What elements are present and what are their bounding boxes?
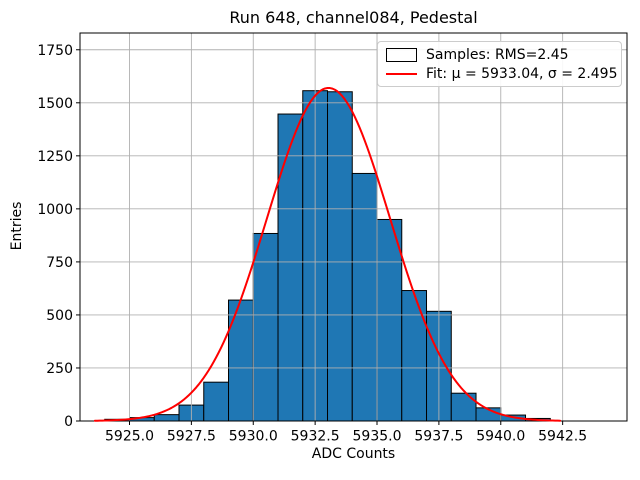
fit-line-swatch	[386, 72, 417, 75]
legend-label-samples: Samples: RMS=2.45	[426, 46, 569, 63]
x-tick-label: 5925.0	[105, 429, 154, 445]
x-tick-label: 5942.5	[538, 429, 587, 445]
x-tick-label: 5930.0	[229, 429, 278, 445]
chart-title: Run 648, channel084, Pedestal	[229, 8, 478, 27]
histogram-bar	[401, 290, 428, 422]
x-axis-label: ADC Counts	[311, 446, 396, 462]
histogram-bar	[277, 113, 304, 422]
legend: Samples: RMS=2.45 Fit: μ = 5933.04, σ = …	[377, 41, 622, 87]
legend-item-samples: Samples: RMS=2.45	[386, 47, 613, 63]
histogram-bar	[376, 218, 403, 422]
y-tick-label: 750	[46, 255, 73, 271]
histogram-swatch	[386, 47, 417, 62]
x-tick-label: 5935.0	[353, 429, 402, 445]
histogram-bar	[228, 299, 254, 422]
histogram-bar	[327, 91, 353, 422]
y-axis-label: Entries	[9, 201, 25, 251]
legend-label-fit: Fit: μ = 5933.04, σ = 2.495	[426, 65, 618, 82]
x-tick-label: 5940.0	[476, 429, 525, 445]
histogram-bar	[450, 392, 477, 422]
y-tick-label: 1500	[37, 96, 73, 112]
y-tick-label: 1250	[37, 149, 73, 165]
histogram-bar	[351, 172, 378, 422]
histogram-bar	[153, 414, 180, 422]
legend-item-fit: Fit: μ = 5933.04, σ = 2.495	[386, 66, 618, 82]
y-tick-label: 1000	[37, 202, 73, 218]
x-tick-label: 5927.5	[167, 429, 216, 445]
histogram-bar	[203, 381, 230, 422]
y-tick-label: 500	[46, 308, 73, 324]
fit-curve	[93, 86, 562, 422]
y-tick-label: 250	[46, 361, 73, 377]
y-tick-label: 1750	[37, 43, 73, 59]
x-tick-label: 5932.5	[291, 429, 340, 445]
plot-border	[79, 32, 628, 422]
y-tick-label: 0	[64, 414, 73, 430]
x-tick-label: 5937.5	[414, 429, 463, 445]
